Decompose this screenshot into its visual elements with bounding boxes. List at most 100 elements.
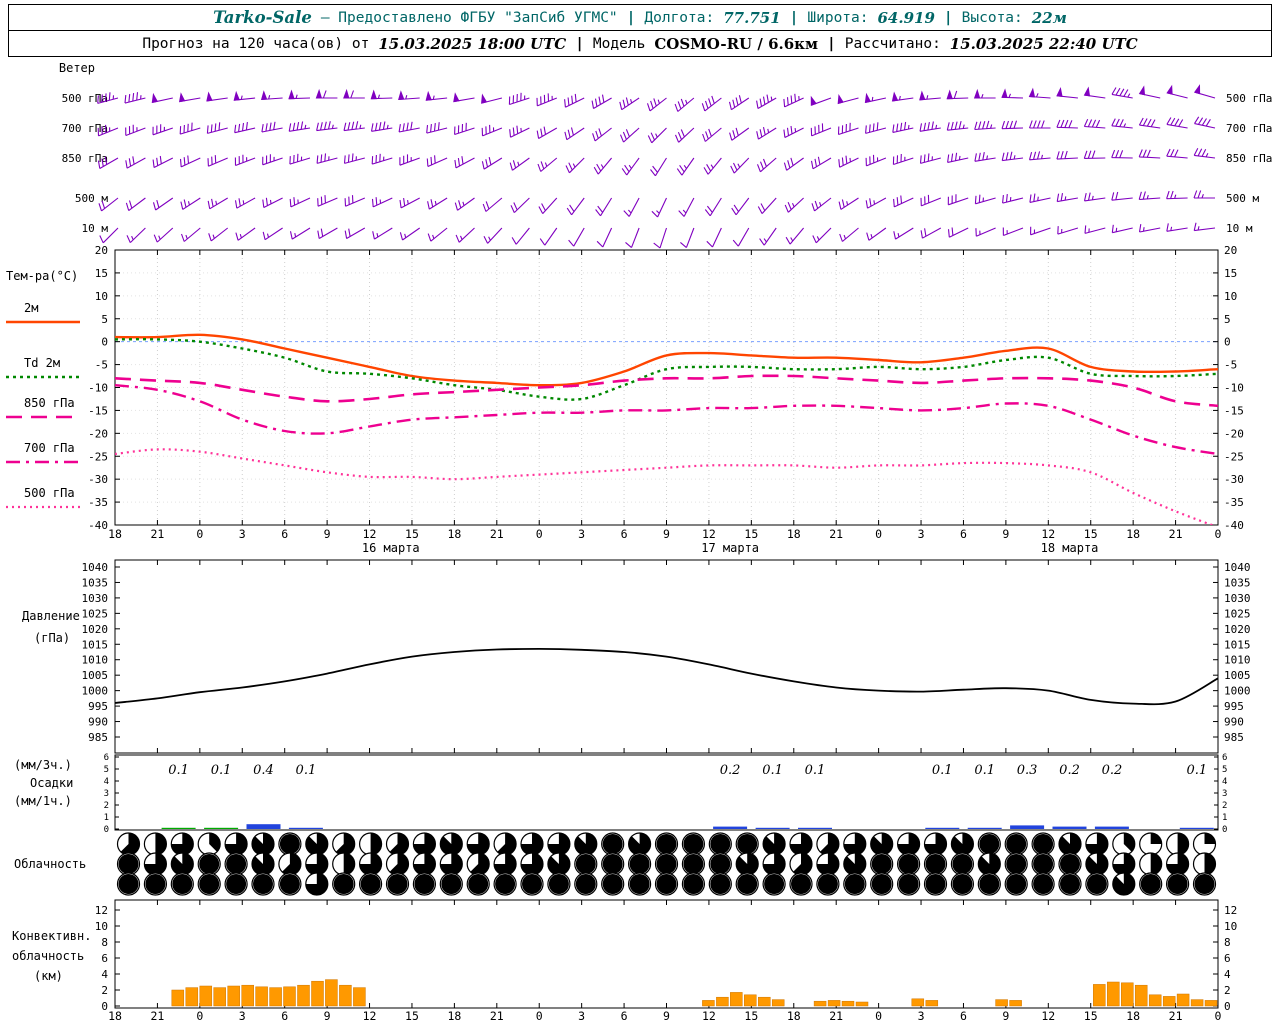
- ytick-label: -25: [1224, 450, 1244, 463]
- header-row-station: Tarko-Sale — Предоставлено ФГБУ "ЗапСиб …: [8, 4, 1272, 31]
- ytick-label: 6: [1224, 952, 1231, 965]
- precip-amount: 0.1: [932, 763, 953, 778]
- convective-title: (км): [34, 969, 63, 983]
- cloud-cover-fill: [710, 854, 731, 874]
- ytick-label: 990: [1224, 716, 1244, 729]
- hour-label: 0: [1215, 1009, 1222, 1023]
- wind-barb: [701, 95, 722, 112]
- ytick-label: 1000: [1224, 685, 1251, 698]
- temp-series-4: [115, 448, 1215, 525]
- hour-label: 18: [108, 527, 122, 541]
- model-label: Модель: [592, 35, 646, 52]
- precip-bar: [798, 827, 832, 829]
- ytick-label: 0: [1222, 825, 1227, 835]
- hour-label: 6: [621, 1009, 628, 1023]
- wind-level-label-left: 500 гПа: [62, 92, 108, 105]
- wind-barb: [1166, 117, 1188, 129]
- wind-level-label-left: 850 гПа: [62, 152, 108, 165]
- cloud-cover-fill: [118, 874, 139, 894]
- hour-label: 9: [1002, 1009, 1009, 1023]
- hour-label: 21: [1169, 527, 1183, 541]
- cloud-cover-fill: [305, 833, 328, 855]
- altitude-value: 22м: [1031, 8, 1067, 27]
- convective-bar: [925, 1000, 939, 1007]
- wind-barb-pennant: [206, 91, 213, 102]
- cloud-cover-fill: [413, 833, 436, 855]
- cloud-cover-fill: [282, 853, 301, 875]
- cloud-cover-fill: [360, 874, 381, 894]
- cloud-cover-fill: [843, 853, 866, 875]
- wind-level-label-left: 700 гПа: [62, 122, 108, 135]
- wind-barb: [180, 197, 201, 210]
- ytick-label: 995: [1224, 700, 1244, 713]
- cloud-cover-fill: [1006, 874, 1027, 894]
- cloud-cover-fill: [763, 853, 786, 875]
- wind-barb: [759, 227, 777, 246]
- wind-barb-pennant: [837, 93, 844, 105]
- cloud-cover-fill: [470, 853, 490, 875]
- wind-barb: [1138, 224, 1161, 233]
- wind-barb: [511, 227, 530, 245]
- cloud-cover-fill: [120, 833, 140, 855]
- cloud-cover-fill: [629, 874, 650, 894]
- wind-barb: [625, 227, 640, 249]
- wind-barb: [206, 122, 228, 134]
- panel-frame: [114, 754, 1219, 831]
- wind-barb: [568, 227, 585, 247]
- wind-barb: [676, 157, 695, 176]
- cloud-cover-fill: [952, 854, 973, 874]
- wind-barb: [454, 156, 475, 169]
- wind-barb: [674, 97, 695, 112]
- convective-title: Конвективн.: [12, 929, 91, 943]
- ytick-label: 1005: [82, 669, 109, 682]
- ytick-label: 10: [95, 920, 108, 933]
- wind-barb: [262, 154, 283, 166]
- wind-level-label-right: 10 м: [1226, 222, 1253, 235]
- hour-label: 3: [918, 527, 925, 541]
- cloud-cover-fill: [843, 833, 866, 855]
- meteogram-chart: Ветер 500 гПа 500 гПа 700 гПа 700 гПа 850 гПа…: [6, 61, 1272, 1023]
- wind-barb: [343, 121, 365, 132]
- convective-bar: [171, 989, 185, 1007]
- ytick-label: 0: [1224, 336, 1231, 349]
- wind-barb: [153, 227, 174, 243]
- wind-barb-pennant: [973, 88, 981, 99]
- cloud-cover-fill: [683, 834, 704, 854]
- ytick-label: 1020: [82, 623, 109, 636]
- convective-bar: [283, 986, 296, 1007]
- precip-amount: 0.1: [296, 763, 317, 778]
- wind-barb-pennant: [398, 90, 405, 101]
- wind-barb: [974, 120, 996, 131]
- date-label: 16 марта: [362, 541, 420, 555]
- wind-barb: [1083, 192, 1106, 202]
- convective-bar: [353, 987, 366, 1007]
- wind-barb: [234, 122, 256, 134]
- wind-barb: [262, 197, 283, 208]
- wind-barb: [97, 124, 119, 137]
- cloud-cover-fill: [467, 833, 490, 855]
- wind-barb: [125, 124, 146, 137]
- cloud-cover-fill: [1150, 833, 1162, 844]
- precip-bar: [925, 827, 960, 829]
- ytick-label: 12: [1224, 904, 1237, 917]
- wind-barb: [892, 153, 914, 166]
- wind-barb-pennant: [481, 93, 488, 104]
- precip-amount: 0.1: [168, 763, 189, 778]
- wind-barb: [208, 227, 229, 242]
- wind-barb: [1083, 150, 1106, 159]
- cloud-cover-fill: [199, 854, 220, 874]
- convective-bar: [827, 1000, 841, 1007]
- ytick-label: 2: [1224, 984, 1231, 997]
- wind-barb: [426, 155, 448, 168]
- wind-barb: [1057, 226, 1079, 235]
- temp-series-3: [115, 384, 1218, 456]
- wind-barb: [1194, 116, 1216, 129]
- cloud-cover-fill: [736, 853, 759, 875]
- precip-amount: 0.2: [720, 763, 741, 778]
- hour-label: 0: [196, 527, 203, 541]
- precip-amount: 0.2: [1102, 763, 1123, 778]
- cloud-cover-fill: [333, 874, 354, 894]
- wind-barb: [783, 125, 804, 138]
- ytick-label: 0: [101, 1000, 108, 1013]
